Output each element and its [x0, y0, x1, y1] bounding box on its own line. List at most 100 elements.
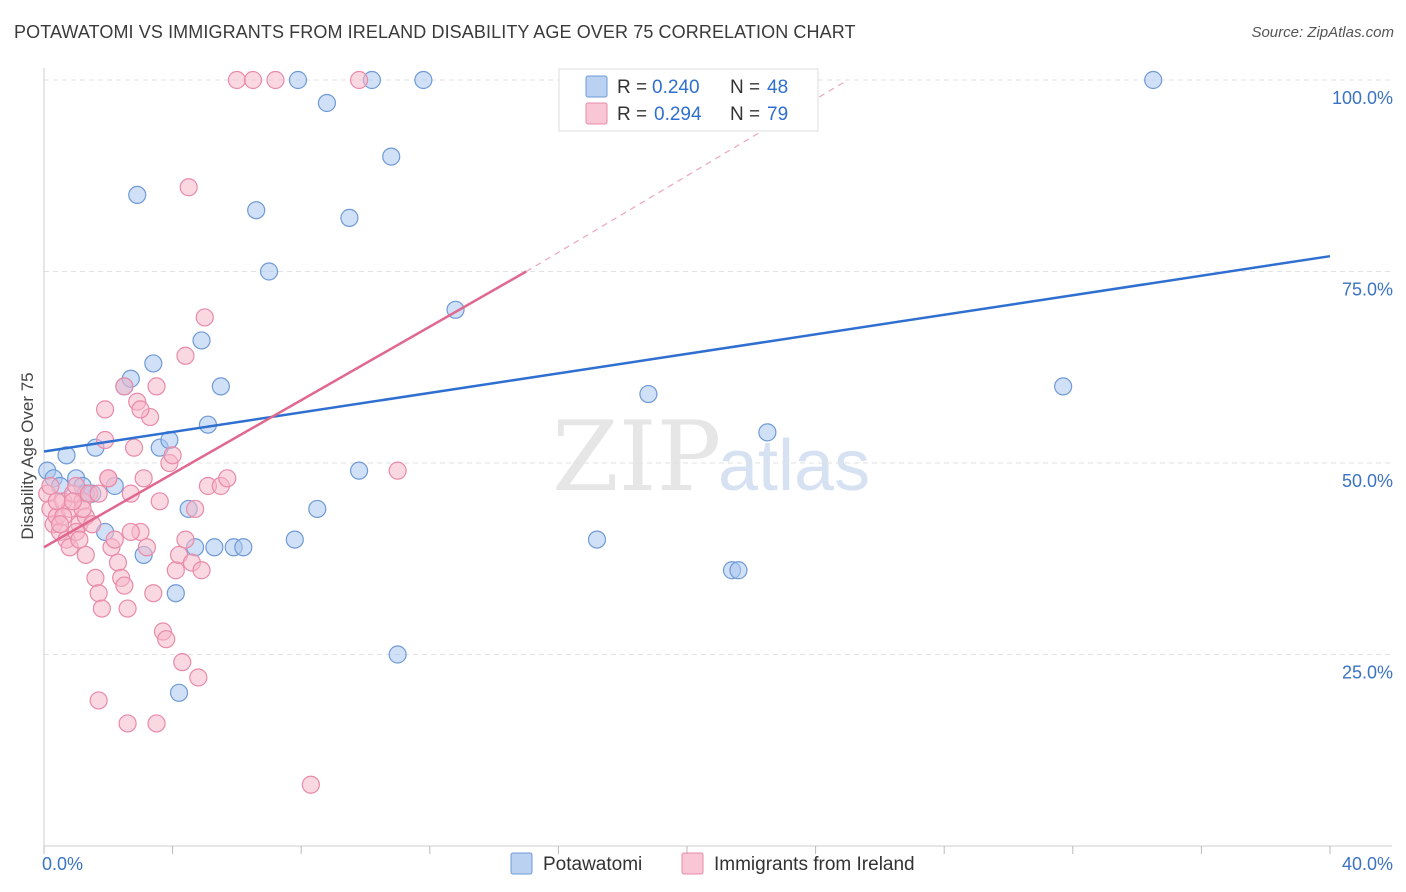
point-ireland-67 — [118, 714, 137, 733]
point-potawatomi-27 — [247, 201, 266, 220]
point-ireland-14 — [41, 476, 60, 496]
point-ireland-49 — [176, 346, 195, 365]
point-potawatomi-23 — [205, 538, 224, 557]
point-ireland-61 — [266, 70, 285, 90]
y-tick-label-0: 25.0% — [1342, 663, 1393, 683]
legend-r-value-potawatomi: 0.240 — [652, 77, 700, 98]
point-potawatomi-28 — [259, 262, 279, 281]
point-potawatomi-41 — [639, 384, 658, 404]
point-ireland-45 — [163, 446, 182, 465]
point-ireland-77 — [176, 530, 195, 549]
point-ireland-27 — [105, 530, 124, 549]
legend-n-value-ireland: 79 — [767, 104, 788, 125]
point-ireland-54 — [192, 561, 211, 580]
point-potawatomi-12 — [128, 185, 147, 204]
point-ireland-62 — [301, 775, 320, 794]
point-potawatomi-31 — [308, 499, 327, 519]
point-ireland-19 — [76, 545, 95, 565]
point-potawatomi-37 — [388, 645, 407, 664]
y-tick-labels: 25.0% 50.0% 75.0% 100.0% — [1332, 88, 1393, 683]
point-potawatomi-32 — [317, 93, 337, 113]
point-ireland-31 — [118, 599, 137, 618]
point-ireland-68 — [147, 714, 166, 733]
point-ireland-28 — [108, 553, 128, 572]
bottom-legend-label-ireland: Immigrants from Ireland — [714, 854, 915, 875]
point-potawatomi-14 — [144, 354, 163, 373]
point-potawatomi-46 — [1144, 70, 1163, 90]
bottom-legend-swatch-potawatomi — [510, 852, 533, 875]
point-potawatomi-36 — [382, 147, 401, 166]
point-ireland-58 — [218, 469, 237, 488]
point-ireland-55 — [195, 308, 214, 327]
point-ireland-52 — [186, 499, 205, 519]
point-potawatomi-38 — [414, 70, 433, 90]
point-potawatomi-24 — [211, 377, 230, 396]
point-ireland-24 — [95, 430, 115, 450]
point-ireland-50 — [179, 178, 198, 197]
point-potawatomi-34 — [349, 461, 369, 480]
point-ireland-76 — [50, 515, 70, 534]
y-tick-label-2: 75.0% — [1342, 280, 1393, 300]
trend-line-ireland — [43, 270, 527, 549]
point-ireland-43 — [157, 630, 176, 649]
legend-box: R = 0.240 N = 48 R = 0.294 N = 79 — [558, 68, 819, 132]
point-ireland-22 — [89, 584, 108, 603]
watermark-atlas: atlas — [718, 426, 870, 506]
point-potawatomi-33 — [340, 208, 359, 227]
legend-swatch-ireland — [585, 102, 608, 125]
point-potawatomi-18 — [169, 683, 189, 702]
point-potawatomi-44 — [758, 423, 777, 442]
series-potawatomi-points — [38, 70, 1163, 702]
point-ireland-36 — [134, 469, 153, 488]
legend-n-value-potawatomi: 48 — [767, 77, 788, 98]
legend-r-label-1: R = — [617, 77, 647, 98]
y-tick-label-1: 50.0% — [1342, 471, 1393, 491]
point-ireland-39 — [144, 584, 163, 603]
point-ireland-59 — [227, 70, 246, 90]
point-ireland-75 — [70, 530, 89, 549]
chart-title: POTAWATOMI VS IMMIGRANTS FROM IRELAND DI… — [14, 22, 856, 42]
watermark: ZIP atlas — [552, 401, 870, 513]
point-ireland-53 — [189, 668, 208, 687]
x-tick-label-max: 40.0% — [1342, 854, 1393, 874]
point-ireland-15 — [47, 492, 66, 511]
bottom-legend-label-potawatomi: Potawatomi — [543, 854, 642, 875]
point-ireland-72 — [63, 492, 83, 511]
point-ireland-23 — [92, 599, 111, 618]
chart-source: Source: ZipAtlas.com — [1251, 24, 1394, 41]
legend-swatch-potawatomi — [585, 75, 608, 98]
x-tick-label-min: 0.0% — [42, 854, 83, 874]
x-tick-labels: 0.0% 40.0% — [42, 854, 1393, 874]
point-ireland-41 — [150, 492, 169, 511]
point-potawatomi-43 — [729, 561, 748, 580]
point-ireland-70 — [131, 400, 150, 419]
point-ireland-33 — [124, 438, 144, 457]
point-ireland-60 — [243, 70, 263, 90]
trend-line-potawatomi — [43, 254, 1331, 453]
point-potawatomi-17 — [166, 584, 185, 603]
watermark-zip: ZIP — [552, 401, 721, 513]
point-ireland-40 — [147, 377, 166, 396]
point-ireland-74 — [89, 484, 108, 503]
point-ireland-63 — [349, 70, 369, 90]
legend-r-label-2: R = — [617, 104, 647, 125]
point-potawatomi-21 — [192, 331, 211, 350]
point-ireland-21 — [86, 568, 105, 588]
point-ireland-48 — [173, 653, 192, 672]
point-ireland-30 — [115, 576, 134, 595]
point-potawatomi-45 — [1054, 377, 1073, 396]
point-ireland-37 — [137, 538, 156, 557]
point-ireland-69 — [95, 400, 115, 419]
y-tick-label-3: 100.0% — [1332, 88, 1393, 108]
point-potawatomi-40 — [587, 530, 607, 549]
point-ireland-64 — [388, 461, 407, 480]
point-ireland-46 — [166, 561, 185, 580]
point-potawatomi-29 — [285, 530, 304, 549]
point-ireland-66 — [89, 691, 108, 710]
gridlines — [44, 79, 1392, 655]
point-potawatomi-30 — [288, 70, 308, 90]
bottom-legend: Potawatomi Immigrants from Ireland — [510, 852, 915, 875]
point-ireland-73 — [99, 469, 118, 488]
point-ireland-65 — [115, 377, 134, 396]
